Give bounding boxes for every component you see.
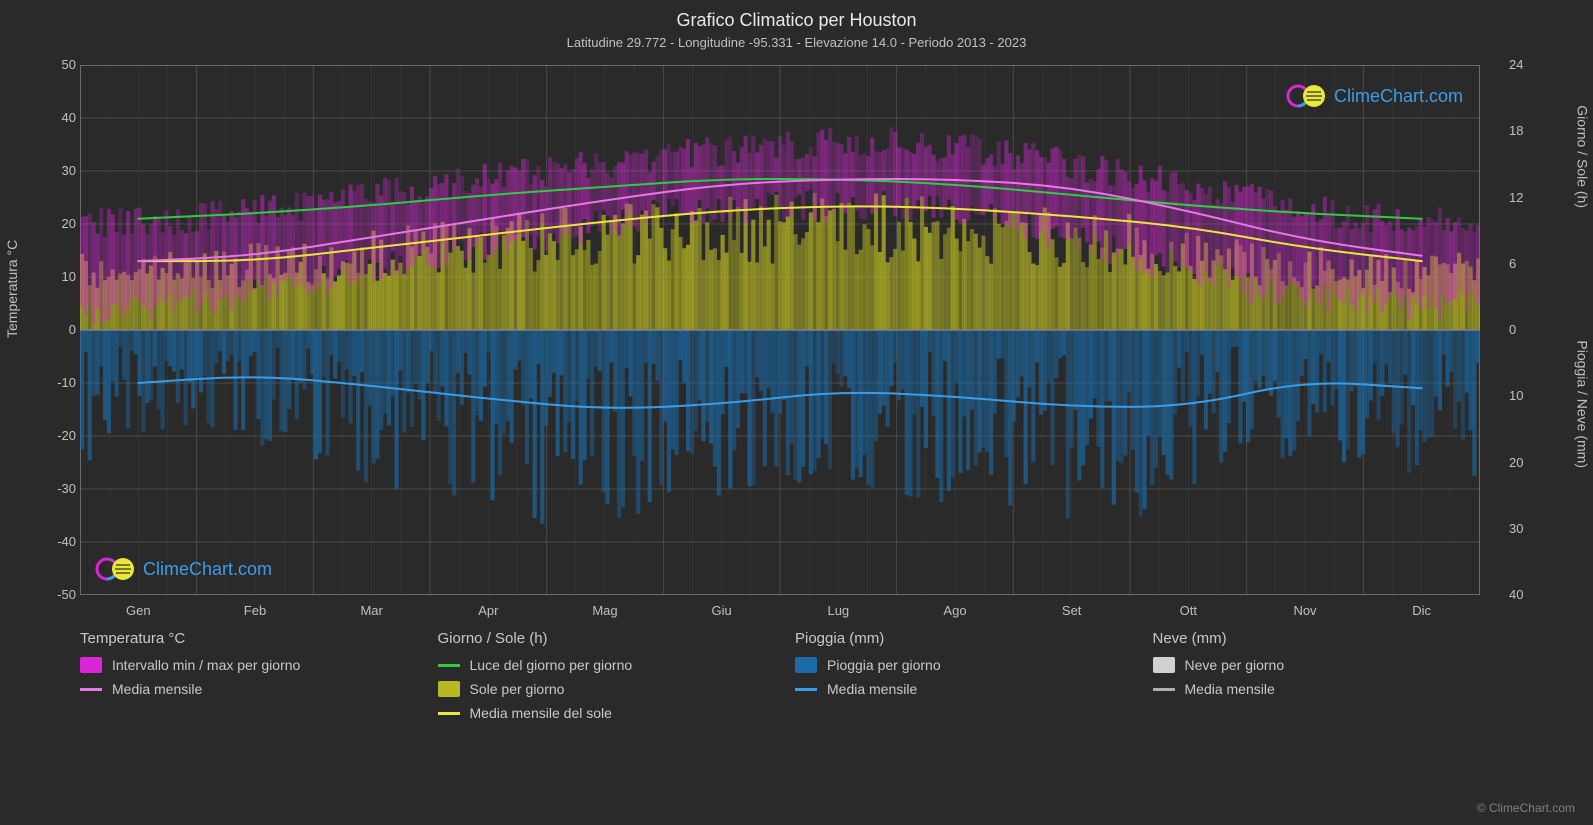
legend-swatch-icon [438,681,460,697]
y-tick-left: 40 [48,110,76,125]
legend-item: Media mensile del sole [438,705,796,721]
y-tick-left: -10 [48,375,76,390]
y-tick-right-hours: 0 [1509,322,1537,337]
x-tick-month: Set [1062,603,1082,618]
legend-item-label: Media mensile [1185,681,1275,697]
x-tick-month: Apr [478,603,498,618]
y-tick-left: 50 [48,57,76,72]
x-tick-month: Ago [943,603,966,618]
climate-chart: Grafico Climatico per Houston Latitudine… [0,0,1593,825]
legend-group-title: Giorno / Sole (h) [438,630,796,647]
x-tick-month: Giu [712,603,732,618]
watermark-logo-icon [1286,82,1328,110]
y-tick-left: 30 [48,163,76,178]
legend-item: Intervallo min / max per giorno [80,657,438,673]
y-tick-right-mm: 30 [1509,521,1537,536]
y-tick-right-mm: 10 [1509,388,1537,403]
legend-item-label: Intervallo min / max per giorno [112,657,300,673]
legend-item-label: Neve per giorno [1185,657,1285,673]
y-tick-right-hours: 18 [1509,123,1537,138]
y-axis-right-bottom-label: Pioggia / Neve (mm) [1575,340,1591,468]
watermark-text: ClimeChart.com [143,559,272,580]
y-axis-left-label: Temperatura °C [4,240,20,338]
y-axis-right-top-label: Giorno / Sole (h) [1575,105,1591,208]
x-tick-month: Feb [244,603,266,618]
y-tick-right-hours: 12 [1509,190,1537,205]
y-tick-left: -30 [48,481,76,496]
legend-group-title: Neve (mm) [1153,630,1511,647]
watermark-logo-icon [95,555,137,583]
watermark-top: ClimeChart.com [1286,82,1463,110]
legend-swatch-icon [795,657,817,673]
legend-line-icon [795,688,817,691]
legend-item: Media mensile [80,681,438,697]
y-tick-right-hours: 6 [1509,256,1537,271]
y-tick-right-hours: 24 [1509,57,1537,72]
y-tick-right-mm: 40 [1509,587,1537,602]
title-area: Grafico Climatico per Houston Latitudine… [0,0,1593,50]
x-tick-month: Lug [827,603,849,618]
x-tick-month: Gen [126,603,151,618]
y-tick-right-mm: 20 [1509,455,1537,470]
x-tick-month: Nov [1293,603,1316,618]
legend-area: Temperatura °C Intervallo min / max per g… [80,630,1510,729]
legend-group-title: Pioggia (mm) [795,630,1153,647]
y-tick-left: 10 [48,269,76,284]
legend-item-label: Pioggia per giorno [827,657,941,673]
legend-group: Temperatura °C Intervallo min / max per g… [80,630,438,729]
x-tick-month: Mar [360,603,382,618]
legend-line-icon [80,688,102,691]
legend-group: Neve (mm) Neve per giorno Media mensile [1153,630,1511,729]
plot-svg [80,65,1480,595]
legend-line-icon [1153,688,1175,691]
x-tick-month: Mag [592,603,617,618]
x-tick-month: Dic [1412,603,1431,618]
legend-item: Media mensile [795,681,1153,697]
legend-item-label: Media mensile [827,681,917,697]
legend-item-label: Media mensile [112,681,202,697]
legend-item: Neve per giorno [1153,657,1511,673]
y-tick-left: -40 [48,534,76,549]
legend-swatch-icon [80,657,102,673]
y-tick-left: 0 [48,322,76,337]
chart-subtitle: Latitudine 29.772 - Longitudine -95.331 … [0,35,1593,50]
y-tick-left: -50 [48,587,76,602]
legend-item: Luce del giorno per giorno [438,657,796,673]
legend-line-icon [438,664,460,667]
x-tick-month: Ott [1180,603,1197,618]
legend-line-icon [438,712,460,715]
y-tick-left: -20 [48,428,76,443]
legend-item-label: Luce del giorno per giorno [470,657,633,673]
legend-item: Sole per giorno [438,681,796,697]
chart-title: Grafico Climatico per Houston [0,10,1593,31]
copyright-text: © ClimeChart.com [1477,801,1575,815]
legend-group: Giorno / Sole (h) Luce del giorno per gio… [438,630,796,729]
plot-area [80,65,1480,595]
legend-item: Pioggia per giorno [795,657,1153,673]
legend-group: Pioggia (mm) Pioggia per giorno Media mens… [795,630,1153,729]
legend-item-label: Media mensile del sole [470,705,612,721]
legend-swatch-icon [1153,657,1175,673]
legend-item-label: Sole per giorno [470,681,565,697]
y-tick-left: 20 [48,216,76,231]
watermark-text: ClimeChart.com [1334,86,1463,107]
watermark-bottom: ClimeChart.com [95,555,272,583]
legend-item: Media mensile [1153,681,1511,697]
legend-group-title: Temperatura °C [80,630,438,647]
